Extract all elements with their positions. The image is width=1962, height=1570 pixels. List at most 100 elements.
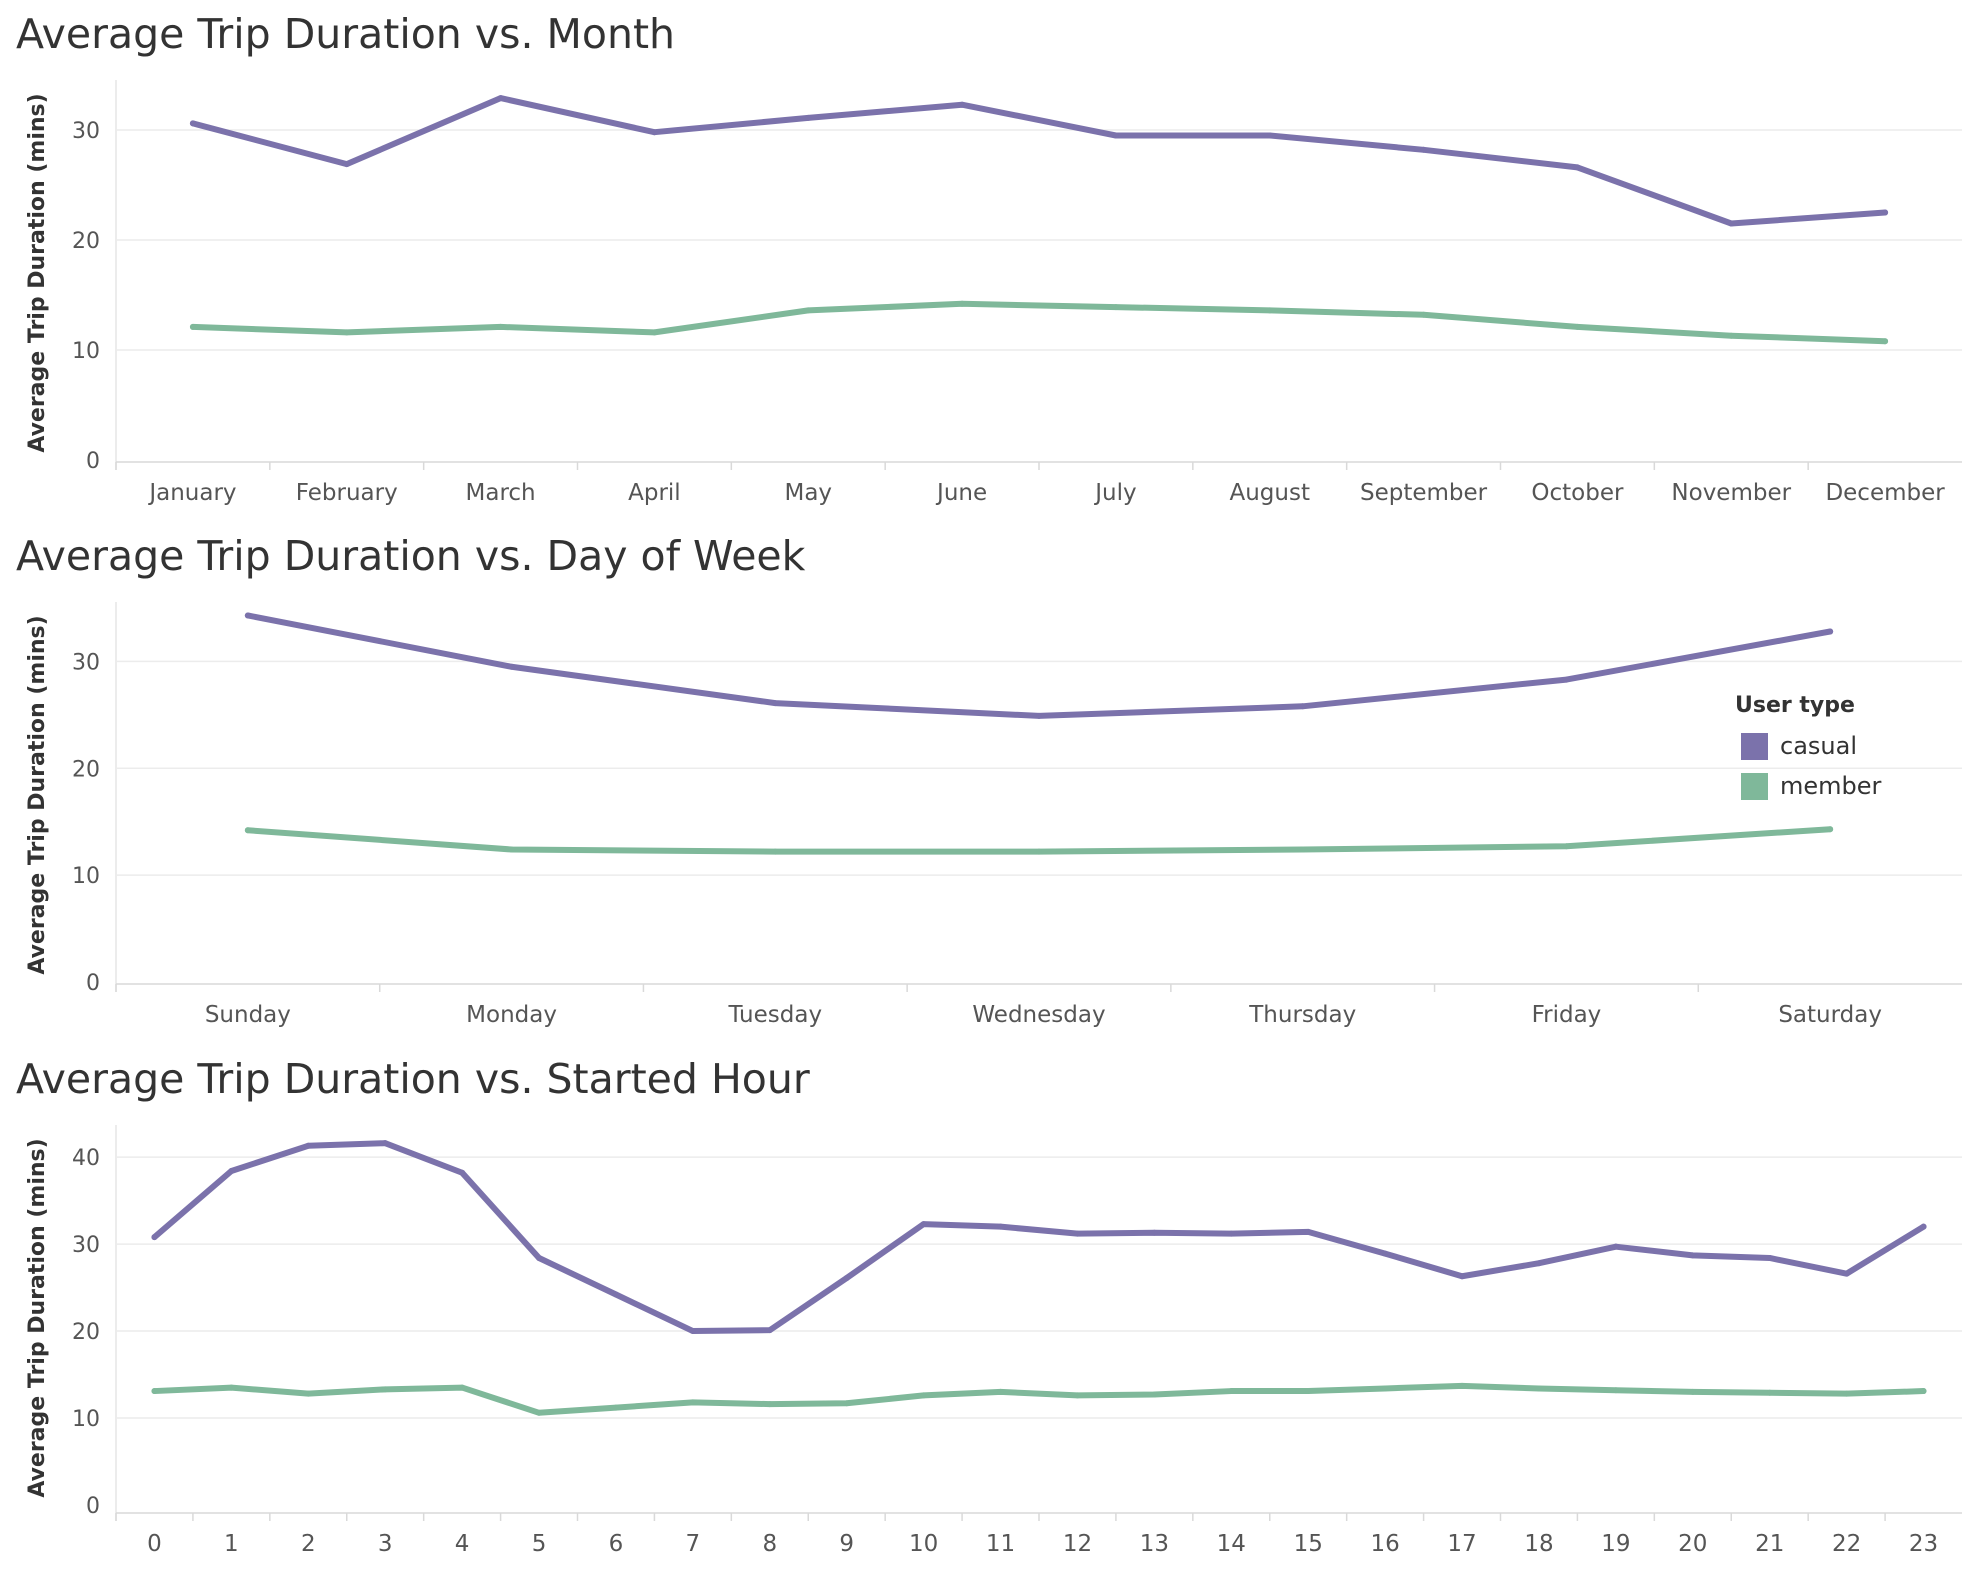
data-point-member[interactable] xyxy=(1074,1392,1081,1399)
data-point-casual[interactable] xyxy=(1920,1223,1927,1230)
legend-item-casual[interactable]: casual xyxy=(1735,726,1881,766)
data-point-member[interactable] xyxy=(459,1384,466,1391)
data-point-casual[interactable] xyxy=(766,1327,773,1334)
data-point-casual[interactable] xyxy=(1266,132,1273,139)
data-point-casual[interactable] xyxy=(651,129,658,136)
data-point-member[interactable] xyxy=(1036,848,1042,855)
data-point-member[interactable] xyxy=(772,848,779,855)
data-point-member[interactable] xyxy=(1112,304,1119,311)
data-point-casual[interactable] xyxy=(508,663,515,670)
data-point-casual[interactable] xyxy=(497,95,504,102)
data-point-casual[interactable] xyxy=(843,1274,850,1281)
data-point-member[interactable] xyxy=(382,1386,389,1393)
data-point-member[interactable] xyxy=(1612,1387,1619,1394)
data-point-member[interactable] xyxy=(1843,1390,1850,1397)
data-point-casual[interactable] xyxy=(151,1234,158,1241)
data-point-casual[interactable] xyxy=(689,1328,696,1335)
data-point-casual[interactable] xyxy=(1305,1228,1312,1235)
data-point-member[interactable] xyxy=(1728,332,1735,339)
data-point-member[interactable] xyxy=(612,1404,619,1411)
data-point-member[interactable] xyxy=(997,1388,1004,1395)
data-point-casual[interactable] xyxy=(1882,209,1889,216)
data-point-casual[interactable] xyxy=(1535,1260,1542,1267)
data-point-casual[interactable] xyxy=(1151,1229,1158,1236)
data-point-casual[interactable] xyxy=(1228,1230,1235,1237)
data-point-casual[interactable] xyxy=(536,1254,543,1261)
data-point-member[interactable] xyxy=(1266,307,1273,314)
data-point-member[interactable] xyxy=(1420,311,1427,318)
series-line-member[interactable] xyxy=(151,1382,1927,1416)
data-point-casual[interactable] xyxy=(1420,146,1427,153)
data-point-member[interactable] xyxy=(1305,1388,1312,1395)
data-point-casual[interactable] xyxy=(228,1168,235,1175)
data-point-member[interactable] xyxy=(766,1401,773,1408)
data-point-casual[interactable] xyxy=(1689,1252,1696,1259)
data-point-member[interactable] xyxy=(1766,1389,1773,1396)
data-point-member[interactable] xyxy=(1920,1388,1927,1395)
data-point-casual[interactable] xyxy=(612,1291,619,1298)
data-point-member[interactable] xyxy=(920,1392,927,1399)
data-point-casual[interactable] xyxy=(305,1142,312,1149)
data-point-member[interactable] xyxy=(305,1390,312,1397)
data-point-member[interactable] xyxy=(1151,1391,1158,1398)
series-line-member[interactable] xyxy=(244,826,1834,855)
x-tick-label: June xyxy=(935,480,987,506)
data-point-member[interactable] xyxy=(497,323,504,330)
data-point-casual[interactable] xyxy=(772,700,779,707)
data-point-member[interactable] xyxy=(689,1399,696,1406)
data-point-casual[interactable] xyxy=(1299,703,1306,710)
data-point-casual[interactable] xyxy=(805,114,812,121)
data-point-member[interactable] xyxy=(151,1388,158,1395)
data-point-casual[interactable] xyxy=(959,101,966,108)
data-point-casual[interactable] xyxy=(1459,1273,1466,1280)
data-point-member[interactable] xyxy=(508,846,515,853)
data-point-member[interactable] xyxy=(959,300,966,307)
x-tick-label: Thursday xyxy=(1248,1002,1356,1028)
data-point-casual[interactable] xyxy=(1728,220,1735,227)
data-point-casual[interactable] xyxy=(1612,1243,1619,1250)
data-point-member[interactable] xyxy=(228,1384,235,1391)
x-tick-label: 11 xyxy=(986,1531,1015,1557)
data-point-member[interactable] xyxy=(536,1409,543,1416)
series-line-casual[interactable] xyxy=(189,95,1889,227)
line-chart-month: 0 10 20 30 January February March April May June J… xyxy=(25,80,1962,506)
data-point-member[interactable] xyxy=(651,329,658,336)
data-point-casual[interactable] xyxy=(1074,1230,1081,1237)
series-line-member[interactable] xyxy=(189,300,1889,345)
data-point-casual[interactable] xyxy=(1766,1254,1773,1261)
data-point-casual[interactable] xyxy=(382,1140,389,1147)
series-line-casual[interactable] xyxy=(244,612,1834,719)
data-point-casual[interactable] xyxy=(1827,628,1834,635)
data-point-member[interactable] xyxy=(1882,338,1889,345)
x-tick-label: 5 xyxy=(532,1531,547,1557)
series-line-casual[interactable] xyxy=(151,1140,1927,1335)
y-axis-label: Average Trip Duration (mins) xyxy=(25,1138,50,1497)
data-point-casual[interactable] xyxy=(1574,164,1581,171)
data-point-casual[interactable] xyxy=(1036,712,1042,719)
data-point-member[interactable] xyxy=(343,329,350,336)
data-point-member[interactable] xyxy=(843,1400,850,1407)
data-point-casual[interactable] xyxy=(1843,1270,1850,1277)
data-point-casual[interactable] xyxy=(343,161,350,168)
data-point-member[interactable] xyxy=(1563,843,1570,850)
data-point-casual[interactable] xyxy=(1112,132,1119,139)
data-point-casual[interactable] xyxy=(189,120,196,127)
data-point-casual[interactable] xyxy=(1563,676,1570,683)
data-point-member[interactable] xyxy=(1299,846,1306,853)
data-point-member[interactable] xyxy=(244,827,251,834)
legend-item-member[interactable]: member xyxy=(1735,766,1881,806)
data-point-casual[interactable] xyxy=(920,1221,927,1228)
data-point-member[interactable] xyxy=(1689,1388,1696,1395)
data-point-member[interactable] xyxy=(1459,1382,1466,1389)
data-point-member[interactable] xyxy=(189,323,196,330)
data-point-member[interactable] xyxy=(805,307,812,314)
data-point-member[interactable] xyxy=(1382,1385,1389,1392)
data-point-casual[interactable] xyxy=(997,1223,1004,1230)
data-point-member[interactable] xyxy=(1228,1388,1235,1395)
data-point-member[interactable] xyxy=(1827,826,1834,833)
data-point-member[interactable] xyxy=(1574,323,1581,330)
data-point-casual[interactable] xyxy=(459,1169,466,1176)
data-point-member[interactable] xyxy=(1535,1385,1542,1392)
data-point-casual[interactable] xyxy=(244,612,251,619)
data-point-casual[interactable] xyxy=(1382,1250,1389,1257)
